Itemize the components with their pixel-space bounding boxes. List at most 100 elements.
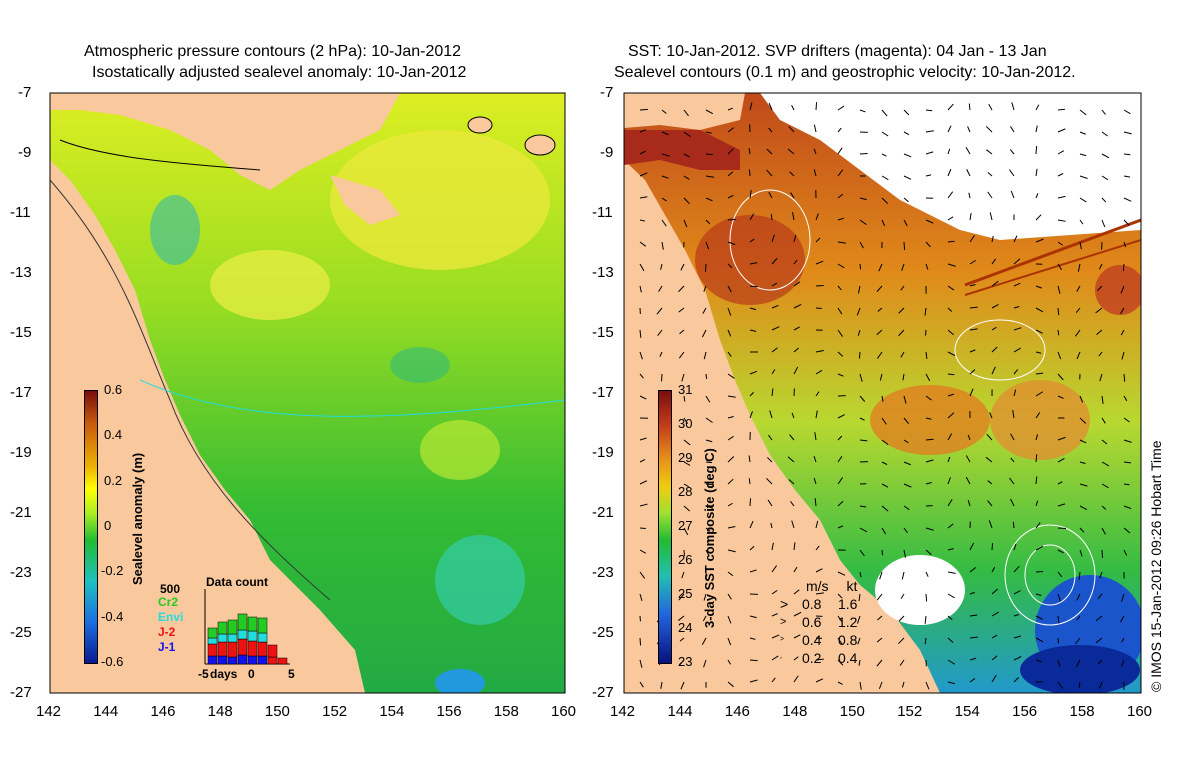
y-tick-label: -11 bbox=[592, 204, 613, 221]
velocity-header-kt: kt bbox=[846, 578, 858, 594]
velocity-arrow bbox=[1079, 505, 1088, 511]
velocity-arrow bbox=[1079, 395, 1084, 403]
velocity-arrow bbox=[793, 566, 798, 573]
velocity-arrow bbox=[727, 395, 736, 398]
inset-bar-segment bbox=[207, 637, 218, 645]
velocity-arrow bbox=[1035, 391, 1044, 397]
velocity-arrow bbox=[837, 477, 844, 485]
data-count-inset: Data count 500 Cr2 Envi J-2 J-1 -5 days 0 5 bbox=[158, 575, 298, 685]
velocity-arrow bbox=[703, 593, 707, 601]
velocity-arrow bbox=[969, 591, 975, 595]
left-title-line2: Isostatically adjusted sealevel anomaly:… bbox=[92, 64, 467, 81]
velocity-arrow bbox=[727, 456, 735, 463]
inset-legend-item: J-2 bbox=[158, 625, 176, 639]
velocity-arrow bbox=[947, 615, 953, 621]
velocity-arrow bbox=[837, 571, 846, 576]
velocity-arrow bbox=[1057, 128, 1066, 133]
velocity-arrow bbox=[947, 216, 954, 221]
velocity-arrow bbox=[705, 549, 710, 557]
velocity-arrow bbox=[1123, 439, 1132, 443]
velocity-arrow bbox=[678, 351, 685, 359]
velocity-arrow bbox=[965, 455, 971, 463]
velocity-arrow bbox=[639, 351, 643, 360]
velocity-arrow bbox=[705, 395, 711, 403]
velocity-arrow bbox=[814, 432, 817, 441]
velocity-arrow bbox=[925, 219, 934, 224]
x-tick-label: 154 bbox=[954, 703, 980, 720]
velocity-arrow bbox=[703, 659, 707, 668]
velocity-arrow bbox=[837, 193, 844, 199]
velocity-arrow bbox=[681, 373, 685, 382]
velocity-arrow bbox=[858, 659, 861, 666]
right-title-line1: SST: 10-Jan-2012. SVP drifters (magenta)… bbox=[628, 43, 1047, 60]
velocity-arrow bbox=[1035, 476, 1038, 485]
velocity-arrow bbox=[903, 153, 912, 158]
inset-bar-segment bbox=[227, 641, 238, 658]
velocity-arrow bbox=[771, 369, 776, 375]
velocity-arrow bbox=[1123, 109, 1131, 115]
velocity-arrow bbox=[837, 105, 845, 111]
velocity-arrow bbox=[991, 588, 999, 595]
velocity-arrow bbox=[987, 172, 993, 177]
velocity-arrow bbox=[1035, 351, 1042, 354]
inset-bar-segment bbox=[247, 655, 258, 665]
velocity-arrow bbox=[858, 593, 861, 602]
velocity-arrow bbox=[793, 675, 799, 683]
velocity-arrow bbox=[925, 395, 932, 401]
velocity-arrow bbox=[1035, 659, 1042, 663]
velocity-arrow bbox=[770, 214, 773, 221]
velocity-arrow bbox=[947, 240, 955, 243]
inset-bar-segment bbox=[257, 617, 268, 634]
velocity-arrow bbox=[991, 326, 997, 331]
velocity-kt: 1.2 bbox=[838, 614, 858, 630]
velocity-arrow bbox=[727, 593, 732, 600]
velocity-arrow bbox=[1123, 527, 1131, 534]
velocity-arrow bbox=[791, 520, 795, 529]
velocity-arrow bbox=[968, 103, 971, 111]
velocity-arrow bbox=[766, 148, 773, 155]
velocity-arrow bbox=[727, 107, 733, 111]
velocity-arrow bbox=[991, 634, 998, 639]
inset-bar-segment bbox=[237, 654, 248, 665]
velocity-arrow bbox=[683, 153, 690, 158]
velocity-arrow bbox=[766, 169, 773, 177]
velocity-arrow bbox=[925, 263, 929, 270]
velocity-arrow bbox=[969, 636, 978, 639]
velocity-arrow bbox=[749, 213, 755, 221]
velocity-arrow bbox=[727, 549, 736, 553]
velocity-arrow bbox=[1123, 461, 1131, 464]
velocity-arrow bbox=[1076, 615, 1081, 621]
velocity-arrow bbox=[1095, 615, 1103, 622]
velocity-arrow bbox=[900, 351, 905, 358]
inset-bar-segment bbox=[247, 630, 258, 642]
velocity-arrow bbox=[1076, 285, 1081, 292]
velocity-arrow bbox=[947, 103, 954, 111]
colorbar-tick-label: 0.6 bbox=[104, 382, 123, 397]
velocity-arrow bbox=[679, 329, 685, 335]
velocity-arrow bbox=[1057, 615, 1060, 624]
x-tick-label: 152 bbox=[897, 703, 923, 720]
velocity-arrow bbox=[1057, 241, 1064, 246]
velocity-arrow bbox=[683, 395, 686, 402]
x-tick-label: 156 bbox=[436, 703, 462, 720]
velocity-arrow bbox=[837, 637, 843, 645]
colorbar-tick-label: 30 bbox=[678, 416, 693, 431]
velocity-legend-row: >0.4 0.8 bbox=[780, 631, 857, 649]
arrow-icon: > bbox=[780, 596, 789, 612]
velocity-arrow bbox=[1101, 153, 1110, 159]
inset-bar-segment bbox=[267, 656, 278, 665]
velocity-arrow bbox=[813, 148, 817, 155]
velocity-arrow bbox=[991, 655, 998, 661]
inset-bar-segment bbox=[227, 656, 238, 665]
velocity-arrow bbox=[837, 285, 842, 291]
velocity-arrow bbox=[1009, 169, 1015, 177]
velocity-arrow bbox=[748, 169, 751, 177]
velocity-arrow bbox=[1009, 477, 1015, 485]
velocity-arrow bbox=[1097, 593, 1103, 599]
velocity-arrow bbox=[947, 125, 952, 133]
velocity-arrow bbox=[1098, 681, 1103, 689]
velocity-arrow bbox=[749, 307, 757, 311]
velocity-arrow bbox=[924, 637, 927, 645]
velocity-arrow bbox=[876, 593, 883, 601]
velocity-arrow bbox=[1079, 527, 1085, 533]
